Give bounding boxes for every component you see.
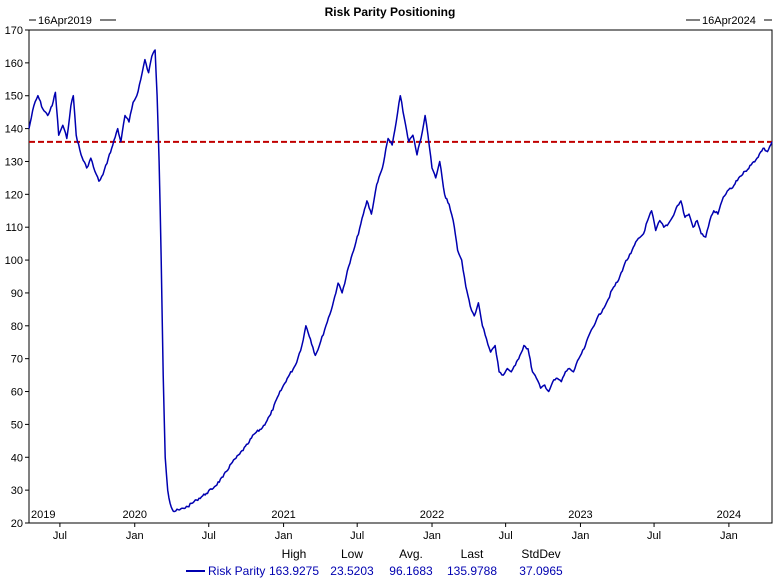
x-tick-label: Jul <box>647 530 661 542</box>
year-label: 2023 <box>568 509 592 521</box>
x-tick-label: Jan <box>423 530 441 542</box>
y-tick-label: 100 <box>5 255 23 267</box>
y-tick-label: 30 <box>11 485 23 497</box>
x-tick-label: Jul <box>202 530 216 542</box>
plot-area <box>28 29 773 524</box>
stats-header: High <box>282 547 307 561</box>
stats-header: Avg. <box>399 547 423 561</box>
y-tick-label: 140 <box>5 124 23 136</box>
stats-value: 163.9275 <box>269 564 319 578</box>
stats-header: Last <box>461 547 484 561</box>
y-tick-label: 170 <box>5 25 23 37</box>
x-tick-label: Jan <box>126 530 144 542</box>
y-tick-label: 70 <box>11 354 23 366</box>
year-label: 2019 <box>31 509 55 521</box>
x-tick-label: Jul <box>499 530 513 542</box>
x-tick-label: Jul <box>53 530 67 542</box>
y-tick-label: 130 <box>5 156 23 168</box>
y-tick-label: 60 <box>11 387 23 399</box>
stats-value: 23.5203 <box>330 564 374 578</box>
y-tick-label: 110 <box>5 222 23 234</box>
series-line <box>28 49 773 513</box>
y-tick-label: 150 <box>5 91 23 103</box>
y-axis: 20 30 40 50 60 70 80 90 100 110 120 130 140 150 160 170 <box>5 25 29 530</box>
start-date-marker: 16Apr2019 <box>29 15 116 27</box>
x-axis: Jul Jan Jul Jan Jul Jan Jul Jan Jul Jan 2019 2020 20… <box>31 509 741 542</box>
y-tick-label: 90 <box>11 288 23 300</box>
year-label: 2022 <box>420 509 444 521</box>
y-tick-label: 120 <box>5 189 23 201</box>
y-tick-label: 40 <box>11 452 23 464</box>
chart-title: Risk Parity Positioning <box>325 5 456 19</box>
stats-header: StdDev <box>521 547 560 561</box>
start-date-label: 16Apr2019 <box>38 15 92 27</box>
y-tick-label: 160 <box>5 58 23 70</box>
legend-series-name: Risk Parity <box>208 564 265 578</box>
year-label: 2021 <box>271 509 295 521</box>
end-date-label: 16Apr2024 <box>702 15 756 27</box>
stats-table: High Low Avg. Last StdDev Risk Parity 163.9275… <box>186 547 563 578</box>
stats-header: Low <box>341 547 363 561</box>
stats-value: 37.0965 <box>519 564 563 578</box>
year-label: 2024 <box>717 509 741 521</box>
stats-value: 96.1683 <box>389 564 433 578</box>
x-tick-label: Jan <box>720 530 738 542</box>
x-tick-label: Jan <box>572 530 590 542</box>
end-date-marker: 16Apr2024 <box>686 15 772 27</box>
series-layer <box>28 49 773 513</box>
y-tick-label: 20 <box>11 518 23 530</box>
y-tick-label: 80 <box>11 321 23 333</box>
x-tick-label: Jul <box>350 530 364 542</box>
stats-value: 135.9788 <box>447 564 497 578</box>
y-tick-label: 50 <box>11 419 23 431</box>
year-label: 2020 <box>122 509 146 521</box>
x-tick-label: Jan <box>275 530 293 542</box>
